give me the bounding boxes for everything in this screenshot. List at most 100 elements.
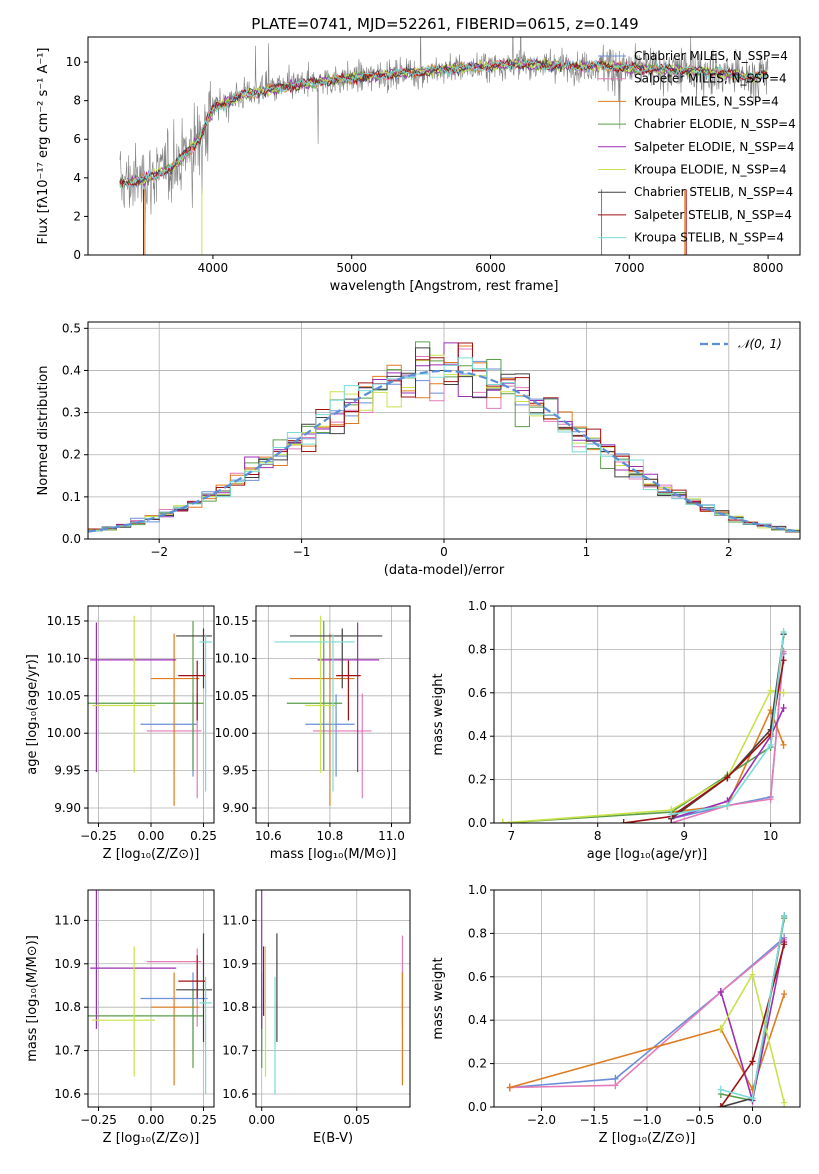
data-point (668, 810, 675, 819)
data-point (781, 990, 788, 999)
y-tick-label: 11.0 (222, 913, 249, 927)
errorbar-chabrier-elodie (88, 989, 204, 1068)
legend-label: Salpeter MILES, N_SSP=4 (634, 72, 787, 86)
panel-residuals: 𝒩(0, 1) −2 −1 0 1 2 0.0 0.1 0.2 0.3 0.4 0.5 (data-mo… (36, 321, 801, 578)
series-line-chabrier-miles (509, 937, 785, 1089)
y-tick-label: 10.15 (47, 614, 81, 628)
data-point (781, 1098, 788, 1107)
x-axis-label: mass [log₁₀(M/M⊙)] (270, 847, 397, 862)
panel-mass-vs-Z: −0.25 0.00 0.25 10.6 10.7 10.8 10.9 11.0 Z [log₁… (25, 889, 217, 1146)
series-line-salpeter-miles (509, 939, 785, 1089)
y-tick-label: 0.8 (468, 642, 487, 656)
x-tick-label: 10.8 (317, 829, 344, 843)
x-tick-label: 10 (763, 829, 778, 843)
y-tick-label: 10.9 (54, 957, 81, 971)
x-tick-label: −1.5 (580, 1113, 609, 1127)
data-point (767, 740, 774, 749)
data-point (717, 987, 724, 996)
legend-label: Kroupa STELIB, N_SSP=4 (634, 231, 784, 245)
data-point (749, 970, 756, 979)
data-point (499, 819, 506, 823)
x-axis-label: Z [log₁₀(Z/Z⊙)] (103, 847, 200, 862)
y-tick-label: 10.6 (222, 1087, 249, 1101)
series-line-chabrier-stelib (670, 634, 785, 820)
y-tick-label: 10.00 (47, 726, 81, 740)
data-point (780, 628, 787, 637)
y-tick-label: 0.0 (468, 816, 487, 830)
y-tick-label: 10.6 (54, 1087, 81, 1101)
x-tick-label: 0.00 (248, 1113, 275, 1127)
plot-area (499, 628, 787, 823)
errorbar-salpeter-elodie (90, 622, 177, 773)
errorbar-kroupa-stelib (274, 634, 355, 792)
legend: 𝒩(0, 1) (700, 337, 782, 351)
histogram-kroupa-stelib (88, 357, 800, 539)
legend-label: Salpeter STELIB, N_SSP=4 (634, 208, 792, 222)
errorbar-salpeter-stelib (178, 660, 206, 721)
y-tick-label: 0.6 (468, 970, 487, 984)
x-axis-label: (data-model)/error (384, 563, 505, 578)
y-tick-label: 10.10 (215, 651, 249, 665)
axes-frame (87, 36, 801, 256)
x-tick-label: −2.0 (527, 1113, 556, 1127)
x-axis-label: Z [log₁₀(Z/Z⊙)] (103, 1131, 200, 1146)
y-tick-label: 10.10 (47, 651, 81, 665)
errorbar-salpeter-stelib (336, 660, 361, 721)
x-tick-label: −2 (150, 545, 168, 559)
y-tick-label: 8 (73, 94, 81, 108)
x-tick-label: 10.6 (255, 829, 282, 843)
y-tick-label: 10.00 (215, 726, 249, 740)
y-tick-label: 0.8 (468, 926, 487, 940)
x-axis-label: wavelength [Angstrom, rest frame] (330, 279, 559, 294)
legend-label: Kroupa ELODIE, N_SSP=4 (634, 163, 787, 177)
data-point (717, 1024, 724, 1033)
data-point (780, 740, 787, 749)
y-tick-label: 1.0 (468, 599, 487, 613)
data-point (781, 940, 788, 949)
data-point (780, 656, 787, 665)
legend: Chabrier MILES, N_SSP=4 Salpeter MILES, N… (598, 49, 796, 245)
x-tick-label: 0.00 (138, 1113, 165, 1127)
panel-age-vs-mass: 10.6 10.8 11.0 9.90 9.95 10.00 10.05 10.10 10.15… (215, 605, 411, 862)
plot-area (274, 615, 383, 806)
errorbar-kroupa-elodie (305, 615, 337, 773)
y-tick-label: 6 (73, 132, 81, 146)
plot-area (88, 890, 212, 1094)
y-tick-label: 0.4 (468, 1013, 487, 1027)
data-point (724, 801, 731, 810)
y-tick-label: 10.05 (215, 689, 249, 703)
y-tick-label: 0.4 (62, 363, 81, 377)
legend-label: Chabrier STELIB, N_SSP=4 (634, 185, 793, 199)
y-axis-label: Normed distribution (36, 366, 51, 496)
panel-spectrum: Chabrier MILES, N_SSP=4 Salpeter MILES, N… (36, 36, 801, 294)
y-tick-label: 10.7 (54, 1044, 81, 1058)
x-tick-label: 1 (583, 545, 591, 559)
figure-title: PLATE=0741, MJD=52261, FIBERID=0615, z=0… (251, 15, 638, 33)
errorbar-kroupa-miles (289, 633, 355, 806)
plot-area (88, 341, 800, 539)
errorbar-chabrier-elodie (88, 620, 204, 771)
y-axis-label: mass [log₁₀(M/M⊙)] (25, 935, 40, 1062)
errorbar-chabrier-stelib (289, 628, 383, 689)
y-tick-label: 10.9 (222, 957, 249, 971)
y-tick-label: 10.05 (47, 689, 81, 703)
x-tick-label: −0.25 (80, 1113, 117, 1127)
x-tick-label: 2 (725, 545, 733, 559)
errorbar-salpeter-stelib (178, 955, 206, 999)
y-axis-label: Flux [fλ10⁻¹⁷ erg cm⁻² s⁻¹ A⁻¹] (36, 48, 51, 245)
data-point (767, 795, 774, 804)
normal-curve (88, 369, 800, 533)
y-tick-label: 9.95 (222, 764, 249, 778)
axes-frame (255, 889, 411, 1108)
panel-mass-vs-ebv: 0.00 0.05 10.6 10.7 10.8 10.9 11.0 E(B-V) (222, 889, 411, 1146)
data-point (749, 1057, 756, 1066)
y-tick-label: 0.5 (62, 321, 81, 335)
data-point (780, 703, 787, 712)
panel-age-vs-Z: −0.25 0.00 0.25 9.90 9.95 10.00 10.05 10.10 10.1… (25, 605, 217, 862)
x-tick-label: −1 (293, 545, 311, 559)
y-tick-label: 11.0 (54, 913, 81, 927)
errorbar-salpeter-elodie (90, 890, 177, 1029)
data-point (612, 1081, 619, 1090)
y-tick-label: 0.2 (468, 773, 487, 787)
